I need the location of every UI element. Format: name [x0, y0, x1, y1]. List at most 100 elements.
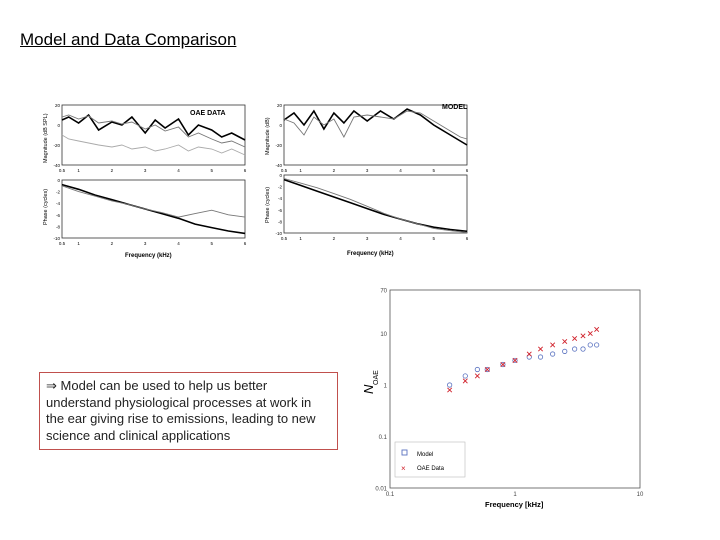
data-point-oae	[594, 326, 600, 332]
legend-model-label: Model	[417, 452, 433, 458]
y-tick-label: -6	[56, 213, 60, 218]
x-axis-label: Frequency (kHz)	[347, 251, 394, 257]
x-tick-label: 0.5	[281, 168, 288, 173]
x-tick-label: 5	[210, 168, 213, 173]
y-tick-label: -6	[278, 208, 282, 213]
oae-data-figure: OAE DATA Magnitude (dB SPL) 200-20-400.5…	[43, 103, 247, 259]
data-point-oae	[474, 373, 480, 379]
x-tick-label: 1	[513, 492, 517, 498]
y-tick-label: 0.1	[379, 435, 388, 441]
model-figure: MODEL Magnitude (dB) 200-20-400.5 1 2 3 4 5 6 …	[265, 103, 469, 257]
y-tick-label: -2	[56, 190, 60, 195]
x-tick-label: 10	[637, 492, 644, 498]
model-magnitude-panel: MODEL Magnitude (dB) 20 0 -20 -400.5 1 2 3 4 5 6	[265, 103, 469, 173]
y-tick-label: 0	[279, 173, 282, 178]
implies-arrow-icon: ⇒	[46, 378, 57, 393]
y-axis-label: Magnitude (dB)	[265, 117, 271, 155]
x-tick-label: 5	[210, 241, 213, 246]
x-tick-label: 4	[177, 241, 180, 246]
data-point-oae	[537, 346, 544, 352]
data-point-model	[447, 382, 453, 388]
y-tick-label: 0	[57, 123, 60, 128]
data-point-oae	[526, 351, 532, 357]
x-tick-label: 0.5	[281, 236, 288, 241]
plot-frame	[61, 104, 246, 166]
legend-oae-marker: ×	[401, 464, 406, 473]
y-tick-label: 20	[55, 103, 61, 108]
y-tick-label: 70	[380, 289, 387, 295]
x-tick-label: 6	[244, 168, 247, 173]
x-tick-label: 3	[366, 168, 369, 173]
x-tick-label: 5	[432, 236, 435, 241]
x-tick-label: 0.5	[59, 168, 66, 173]
data-point-oae	[587, 330, 593, 337]
x-tick-label: 4	[399, 236, 402, 241]
x-axis-label: Frequency (kHz)	[125, 253, 172, 259]
y-axis-label: Magnitude (dB SPL)	[43, 113, 49, 163]
x-tick-label: 6	[244, 241, 247, 246]
legend: Model × OAE Data	[394, 441, 466, 478]
x-tick-label: 3	[144, 168, 147, 173]
legend-oae-label: OAE Data	[417, 466, 445, 472]
y-tick-label: -2	[278, 185, 282, 190]
x-tick-label: 0.5	[59, 241, 66, 246]
x-tick-label: 0.1	[386, 492, 395, 498]
conclusion-callout: ⇒ Model can be used to help us better un…	[39, 372, 338, 450]
y-tick-label: -8	[278, 219, 282, 224]
x-tick-label: 1	[299, 168, 302, 173]
data-point-oae	[484, 366, 490, 373]
x-tick-label: 3	[144, 241, 147, 246]
y-tick-label: 1	[384, 384, 388, 390]
model-phase-panel: Phase (cycles) 0 -2 -4 -6 -8 -100.5 1 2 3 4 5 6 Fre…	[265, 173, 469, 257]
data-point-oae	[580, 333, 586, 339]
data-point-oae	[512, 357, 518, 363]
y-axis-label-subscript: OAE	[373, 370, 380, 385]
data-point-model	[580, 346, 586, 352]
y-tick-label: -40	[53, 163, 60, 168]
y-tick-label: 0.01	[375, 487, 387, 493]
series-line	[61, 134, 246, 156]
y-axis-label: Phase (cycles)	[265, 187, 271, 223]
y-tick-label: -20	[53, 143, 60, 148]
data-point-oae	[447, 387, 453, 393]
series-line	[61, 185, 246, 218]
x-tick-label: 2	[333, 168, 336, 173]
x-tick-label: 2	[111, 241, 114, 246]
data-point-oae	[500, 362, 506, 368]
x-axis-label: Frequency [kHz]	[485, 500, 544, 509]
x-tick-label: 6	[466, 236, 469, 241]
y-tick-label: -4	[278, 196, 282, 201]
x-tick-label: 3	[366, 236, 369, 241]
panel-title: OAE DATA	[190, 110, 226, 117]
series-line	[61, 183, 246, 235]
series-line	[283, 108, 468, 146]
data-point-model	[562, 348, 568, 354]
y-tick-label: 20	[277, 103, 283, 108]
y-tick-label: -10	[53, 236, 60, 241]
data-point-model	[537, 354, 544, 360]
series-line	[61, 114, 246, 148]
x-tick-label: 4	[177, 168, 180, 173]
data-point-model	[550, 351, 556, 357]
x-tick-label: 2	[333, 236, 336, 241]
x-tick-label: 1	[77, 168, 80, 173]
x-tick-label: 5	[432, 168, 435, 173]
data-point-model	[594, 342, 600, 348]
x-tick-label: 1	[299, 236, 302, 241]
y-tick-label: -20	[275, 143, 282, 148]
y-tick-label: 0	[57, 178, 60, 183]
data-point-model	[526, 354, 532, 360]
legend-box	[394, 441, 466, 478]
series-line	[283, 110, 468, 140]
oae-phase-panel: Phase (cycles) 0 -2 -4 -6 -8 -100.5 1 2 3 4 5 6 Fre…	[43, 178, 247, 259]
legend-model-marker	[401, 449, 408, 456]
data-point-oae	[572, 335, 578, 342]
panel-title: MODEL	[442, 104, 468, 111]
oae-magnitude-panel: OAE DATA Magnitude (dB SPL) 20 0 -20 -400.5…	[43, 103, 247, 173]
x-tick-label: 4	[399, 168, 402, 173]
data-point-model	[484, 366, 490, 373]
y-tick-label: -40	[275, 163, 282, 168]
y-tick-label: 10	[380, 332, 387, 338]
series-line	[283, 178, 468, 233]
x-tick-label: 6	[466, 168, 469, 173]
